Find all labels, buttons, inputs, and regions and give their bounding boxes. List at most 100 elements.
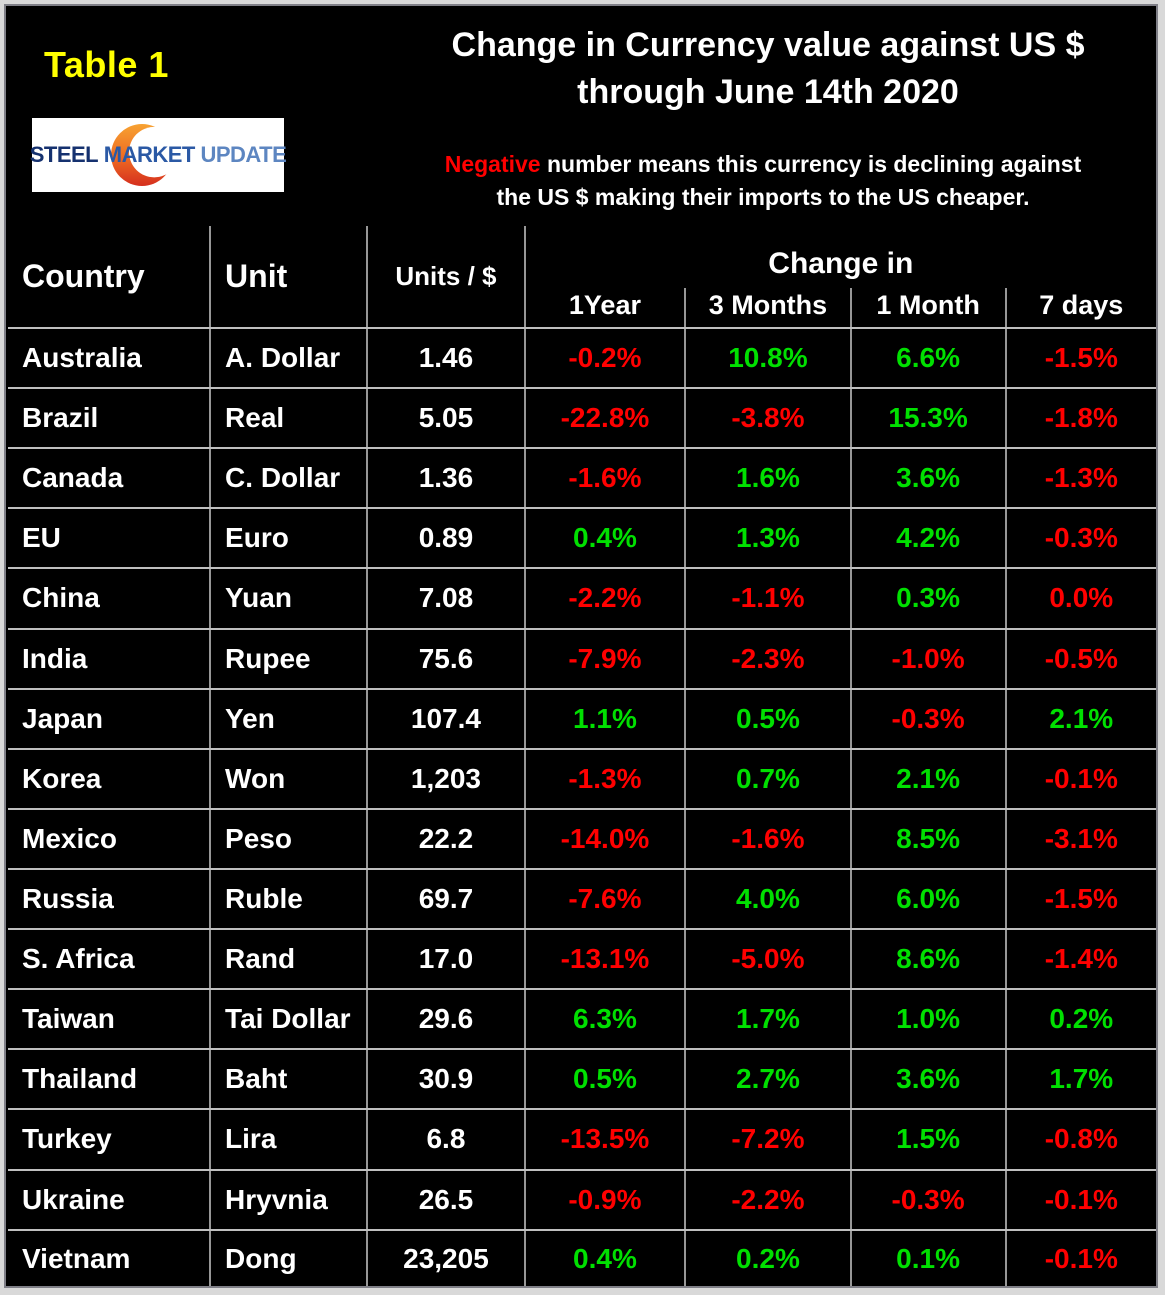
- change-1month-cell: 3.6%: [850, 1049, 1007, 1111]
- change-1month-cell: 2.1%: [850, 748, 1007, 810]
- unit-cell: Rand: [210, 929, 369, 991]
- currency-table: Country Unit Units / $ Change in 1Year 3…: [8, 226, 1156, 1286]
- unit-cell: Hryvnia: [210, 1169, 369, 1231]
- country-cell: Turkey: [8, 1109, 212, 1171]
- country-cell: Thailand: [8, 1049, 212, 1111]
- legend-note-rest: number means this currency is declining …: [540, 151, 1082, 177]
- country-cell: Taiwan: [8, 989, 212, 1051]
- unit-cell: Yuan: [210, 568, 369, 630]
- country-cell: India: [8, 628, 212, 690]
- unit-cell: Rupee: [210, 628, 369, 690]
- page-title-line1: Change in Currency value against US $: [451, 26, 1085, 64]
- column-header-country: Country: [8, 226, 212, 329]
- change-1month-cell: 8.6%: [850, 929, 1007, 991]
- country-cell: S. Africa: [8, 929, 212, 991]
- table-row: S. Africa Rand 17.0 -13.1% -5.0% 8.6% -1.4%: [8, 929, 1156, 991]
- header-row-group: Country Unit Units / $ Change in: [8, 226, 1156, 329]
- table-number-label: Table 1: [44, 44, 169, 85]
- table-row: Taiwan Tai Dollar 29.6 6.3% 1.7% 1.0% 0.2%: [8, 989, 1156, 1051]
- change-1month-cell: 3.6%: [850, 448, 1007, 510]
- currency-table-body: Australia A. Dollar 1.46 -0.2% 10.8% 6.6% -1.5…: [8, 328, 1156, 1286]
- change-1year-cell: 0.5%: [524, 1049, 687, 1111]
- unit-cell: C. Dollar: [210, 448, 369, 510]
- change-1year-cell: -1.6%: [524, 448, 687, 510]
- change-1year-cell: 6.3%: [524, 989, 687, 1051]
- change-7days-cell: -0.1%: [1044, 1243, 1118, 1275]
- country-cell: EU: [8, 508, 212, 570]
- change-3months-cell: 1.6%: [685, 448, 852, 510]
- change-1month-cell: 6.0%: [850, 868, 1007, 931]
- change-1month-cell: -0.3%: [850, 1169, 1007, 1231]
- units-per-dollar-cell: 6.8: [367, 1109, 526, 1171]
- legend-note-line2: the US $ making their imports to the US …: [496, 184, 1030, 210]
- table-row: Vietnam Dong 23,205 0.4% 0.2% 0.1% -0.1%: [8, 1229, 1156, 1286]
- change-1year-cell: -1.3%: [524, 748, 687, 810]
- change-7days-cell: -1.4%: [1005, 929, 1156, 991]
- change-1year-cell: -0.9%: [524, 1169, 687, 1231]
- change-1month-cell: 15.3%: [850, 388, 1007, 450]
- unit-cell: Dong: [210, 1229, 369, 1286]
- change-1year-cell: -2.2%: [524, 568, 687, 630]
- country-cell: Canada: [8, 448, 212, 510]
- change-1month-cell: -0.3%: [850, 688, 1007, 750]
- units-per-dollar-cell: 107.4: [367, 688, 526, 750]
- unit-cell: Won: [210, 748, 369, 810]
- crescent-icon: [111, 124, 173, 186]
- unit-cell: Baht: [210, 1049, 369, 1111]
- unit-cell: Euro: [210, 508, 369, 570]
- table-row: Russia Ruble 69.7 -7.6% 4.0% 6.0% -1.5%: [8, 868, 1156, 931]
- units-per-dollar-cell: 0.89: [367, 508, 526, 570]
- unit-cell: Ruble: [210, 868, 369, 931]
- country-cell: Brazil: [8, 388, 212, 450]
- units-per-dollar-cell: 1,203: [367, 748, 526, 810]
- change-1year-cell: 0.4%: [524, 508, 687, 570]
- change-1year-cell: -0.2%: [524, 328, 687, 390]
- change-3months-cell: -1.6%: [685, 808, 852, 870]
- unit-cell: Peso: [210, 808, 369, 870]
- change-3months-cell: -5.0%: [685, 929, 852, 991]
- country-cell: Ukraine: [8, 1169, 212, 1231]
- change-7days-cell: -0.1%: [1005, 1169, 1156, 1231]
- country-cell: Japan: [8, 688, 212, 750]
- change-3months-cell: -7.2%: [685, 1109, 852, 1171]
- logo-text: STEEL MARKET UPDATE: [30, 118, 287, 192]
- table-row: Mexico Peso 22.2 -14.0% -1.6% 8.5% -3.1%: [8, 808, 1156, 870]
- table-row: Australia A. Dollar 1.46 -0.2% 10.8% 6.6% -1.5…: [8, 328, 1156, 390]
- column-header-1month: 1 Month: [850, 288, 1007, 329]
- table-row: Turkey Lira 6.8 -13.5% -7.2% 1.5% -0.8%: [8, 1109, 1156, 1171]
- column-header-1year: 1Year: [524, 288, 687, 329]
- page-title: Change in Currency value against US $ th…: [384, 22, 1152, 116]
- change-7days-cell: -1.8%: [1005, 388, 1156, 450]
- change-3months-cell: 1.7%: [685, 989, 852, 1051]
- table-row: Korea Won 1,203 -1.3% 0.7% 2.1% -0.1%: [8, 748, 1156, 810]
- change-1month-cell: 1.5%: [850, 1109, 1007, 1171]
- change-3months-cell: -3.8%: [685, 388, 852, 450]
- units-per-dollar-cell: 30.9: [367, 1049, 526, 1111]
- units-per-dollar-cell: 1.46: [367, 328, 526, 390]
- country-cell: Australia: [8, 328, 212, 390]
- table-row: EU Euro 0.89 0.4% 1.3% 4.2% -0.3%: [8, 508, 1156, 570]
- page-title-line2: through June 14th 2020: [577, 73, 959, 111]
- unit-cell: Real: [210, 388, 369, 450]
- change-1month-cell: 0.3%: [850, 568, 1007, 630]
- change-3months-cell: 0.5%: [685, 688, 852, 750]
- change-1month-cell: -1.0%: [850, 628, 1007, 690]
- column-group-header-change-in: Change in: [768, 247, 914, 280]
- change-3months-cell: 4.0%: [685, 868, 852, 931]
- change-1year-cell: -14.0%: [524, 808, 687, 870]
- steel-market-update-logo: STEEL MARKET UPDATE: [30, 118, 287, 192]
- country-cell: Russia: [8, 868, 212, 931]
- table-row: Ukraine Hryvnia 26.5 -0.9% -2.2% -0.3% -0.1%: [8, 1169, 1156, 1231]
- change-7days-cell: -0.1%: [1005, 748, 1156, 810]
- change-7days-cell: -0.5%: [1005, 628, 1156, 690]
- change-1month-cell: 8.5%: [850, 808, 1007, 870]
- change-7days-cell: -1.5%: [1005, 328, 1156, 390]
- country-cell: Vietnam: [8, 1229, 212, 1286]
- legend-note-negative-word: Negative: [444, 151, 541, 177]
- column-header-unit: Unit: [210, 226, 369, 329]
- units-per-dollar-cell: 23,205: [367, 1229, 526, 1286]
- country-cell: Mexico: [8, 808, 212, 870]
- units-per-dollar-cell: 17.0: [367, 929, 526, 991]
- table-row: Canada C. Dollar 1.36 -1.6% 1.6% 3.6% -1.3%: [8, 448, 1156, 510]
